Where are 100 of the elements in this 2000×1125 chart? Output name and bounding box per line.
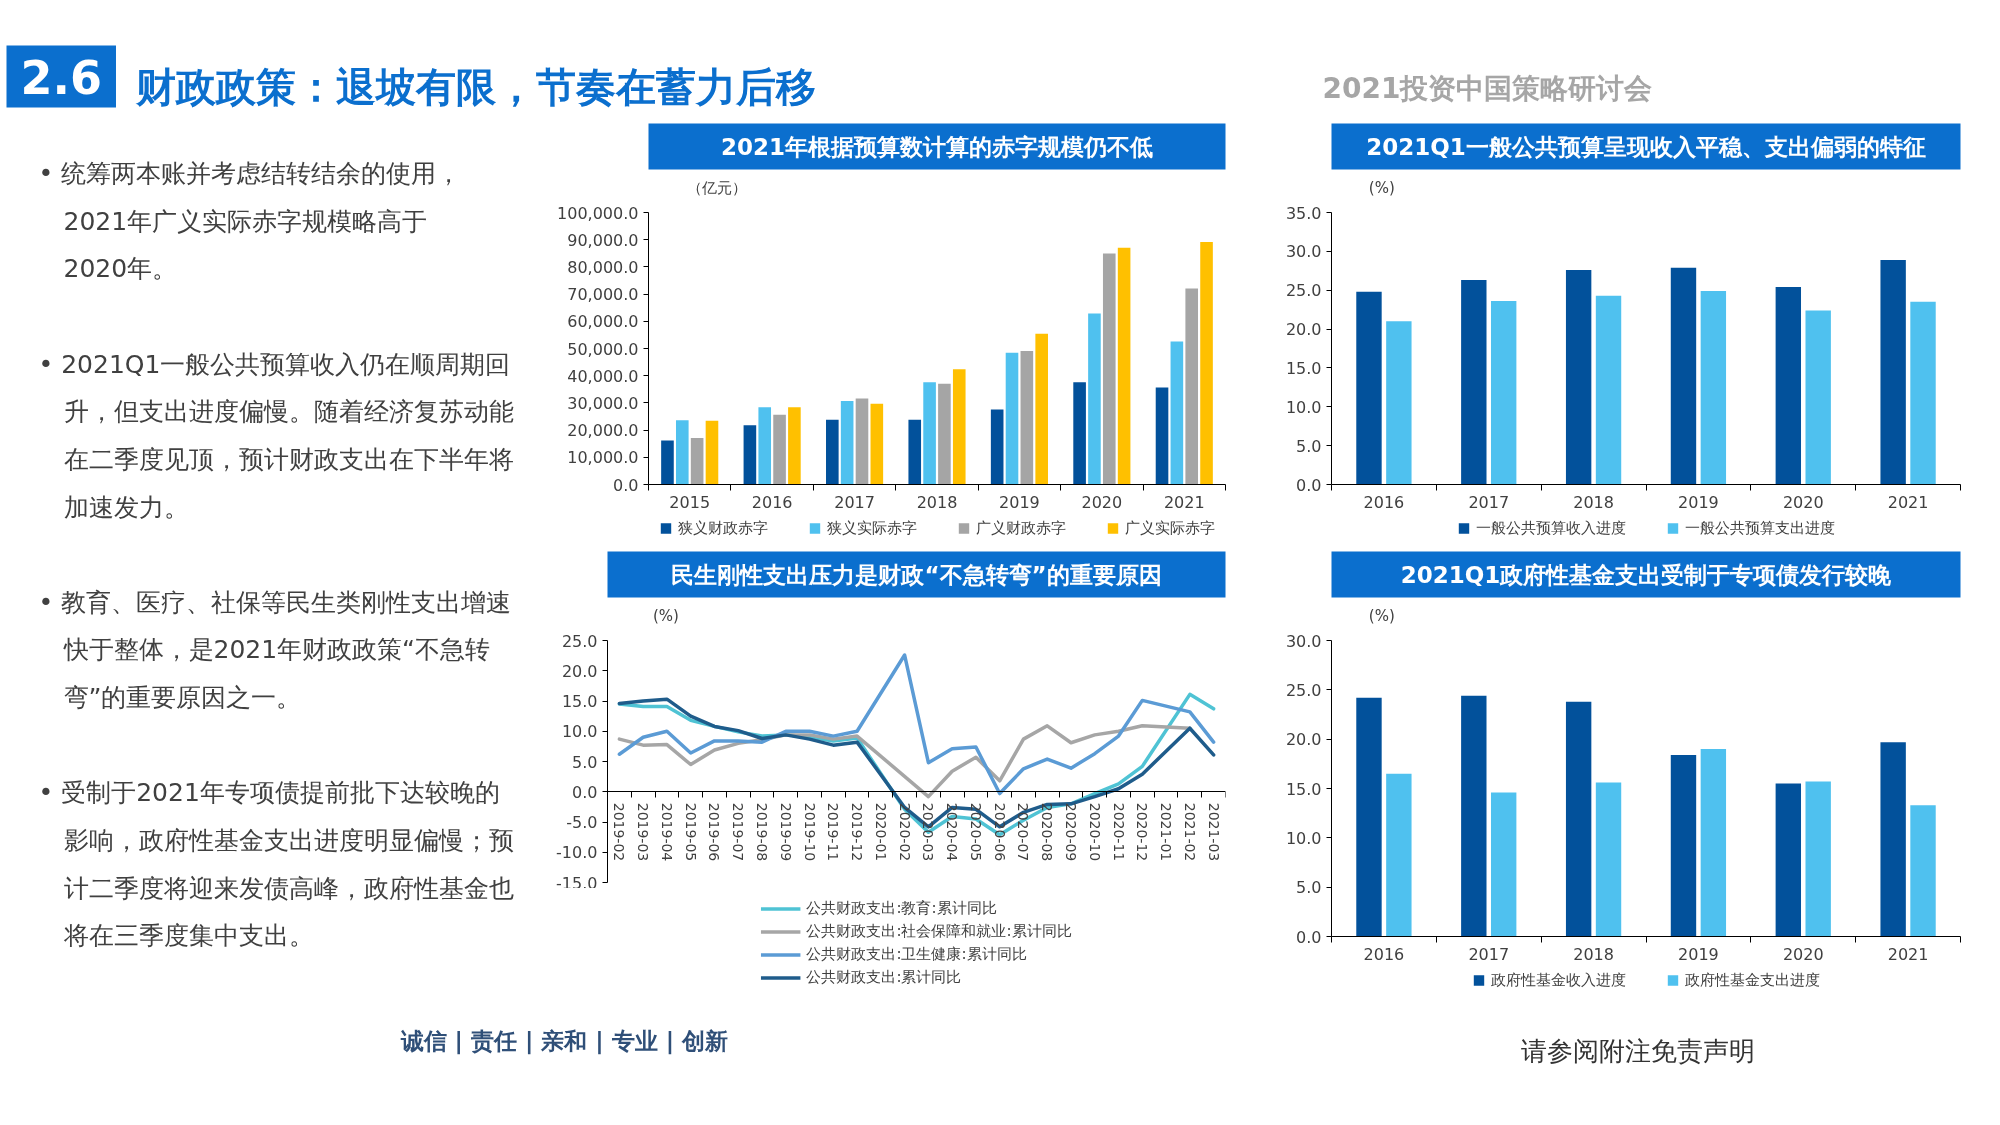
x-tick-label: 2021 [1163, 492, 1205, 512]
x-tick-label: 2018 [1573, 492, 1614, 512]
bar [758, 407, 772, 485]
y-axis-title: (%) [653, 606, 679, 625]
y-tick-label: 5.0 [1296, 436, 1322, 456]
bar [773, 414, 786, 485]
text: 请参阅附注免责声明 [1520, 1035, 1755, 1066]
x-tick-label: 2018 [1573, 944, 1614, 964]
x-tick-label: 2020-09 [1063, 802, 1079, 862]
legend-label: 公共财政支出:社会保障和就业:累计同比 [806, 922, 1072, 941]
y-tick-label: 50,000.0 [567, 339, 639, 359]
bar [855, 398, 869, 485]
bar [1461, 280, 1487, 485]
bar [690, 437, 704, 485]
y-tick-label: 10,000.0 [567, 448, 639, 468]
y-tick-label: 30.0 [1285, 631, 1322, 651]
x-tick-label: 2016 [1363, 944, 1405, 964]
text: 诚信 | 责任 | 亲和 | 专业 | 创新 [399, 1027, 729, 1055]
y-tick-label: 25.0 [1285, 281, 1322, 301]
y-tick-label: 30,000.0 [567, 393, 639, 413]
y-axis-title: (%) [1368, 178, 1395, 197]
y-tick-label: 60,000.0 [567, 312, 639, 332]
y-tick-label: 5.0 [572, 752, 598, 772]
legend-label: 公共财政支出:卫生健康:累计同比 [806, 945, 1027, 964]
y-tick-label: 20.0 [561, 661, 598, 681]
bar [1102, 253, 1116, 485]
y-tick-label: 100,000.0 [557, 203, 639, 223]
legend-label: 一般公共预算收入进度 [1475, 518, 1626, 538]
x-tick-label: 2019-04 [658, 802, 675, 862]
x-tick-label: 2017 [834, 492, 875, 512]
y-tick-label: 0.0 [1296, 475, 1322, 495]
bar [1595, 782, 1622, 937]
bar [1775, 287, 1802, 485]
y-tick-label: 15.0 [1285, 358, 1322, 378]
y-tick-label: 35.0 [1285, 203, 1322, 223]
bar [1073, 382, 1086, 485]
y-tick-label: 70,000.0 [567, 285, 639, 305]
x-tick-label: 2020-07 [1015, 802, 1032, 862]
bar [1035, 333, 1048, 485]
x-tick-label: 2020-11 [1110, 802, 1127, 862]
y-tick-label: 25.0 [561, 631, 598, 651]
legend-label: 广义财政赤字 [975, 518, 1066, 538]
bar [990, 409, 1004, 485]
legend-label: 一般公共预算支出进度 [1684, 518, 1835, 538]
legend-label: 广义实际赤字 [1124, 518, 1215, 538]
x-tick-label: 2020-10 [1086, 802, 1103, 862]
bar [1356, 291, 1382, 485]
bar [1020, 350, 1034, 485]
y-axis-title: (%) [1368, 606, 1395, 625]
x-tick-label: 2021-02 [1181, 802, 1198, 862]
bar [840, 401, 854, 485]
x-tick-label: 2019-02 [611, 802, 628, 862]
bar [788, 407, 801, 485]
x-tick-label: 2020-01 [872, 802, 889, 862]
x-tick-label: 2020-04 [944, 802, 961, 862]
bar [1910, 301, 1936, 485]
bar [1565, 270, 1592, 485]
bar [1490, 301, 1517, 485]
legend-label: 政府性基金支出进度 [1684, 970, 1820, 990]
y-tick-label: 10.0 [1285, 397, 1322, 417]
bar [1490, 792, 1517, 937]
x-tick-label: 2021-03 [1205, 802, 1222, 862]
bar [870, 403, 884, 485]
text: • 教育、医疗、社保等民生类刚性支出增速快于整体，是2021年财政政策“不急转弯”的重要原因之一。 [38, 587, 512, 713]
x-tick-label: 2016 [1363, 492, 1405, 512]
y-tick-label: 40,000.0 [567, 366, 639, 386]
bar [826, 419, 839, 485]
x-tick-label: 2019-12 [849, 802, 866, 862]
y-tick-label: -15.0 [556, 873, 598, 893]
bar [1088, 313, 1101, 485]
y-tick-label: 20,000.0 [567, 421, 639, 441]
bar [705, 420, 719, 485]
bar [1670, 754, 1697, 937]
legend-label: 公共财政支出:累计同比 [806, 968, 962, 987]
x-tick-label: 2020-05 [967, 802, 984, 862]
y-tick-label: 80,000.0 [567, 257, 639, 277]
x-tick-label: 2021-01 [1158, 802, 1175, 862]
y-tick-label: 0.0 [613, 475, 639, 495]
text: 2021投资中国策略研讨会 [1322, 72, 1653, 105]
chart-title: 2021Q1一般公共预算呈现收入平稳、支出偏弱的特征 [1366, 133, 1926, 160]
x-tick-label: 2019-09 [777, 802, 794, 862]
bar [1670, 267, 1697, 485]
y-axis-title: （亿元） [687, 178, 748, 197]
y-tick-label: 15.0 [1285, 779, 1322, 799]
y-tick-label: -5.0 [566, 813, 598, 832]
bar [1700, 749, 1727, 937]
legend-label: 狭义财政赤字 [677, 518, 768, 538]
bar [675, 420, 689, 485]
legend-label: 政府性基金收入进度 [1490, 970, 1626, 990]
bar [938, 383, 951, 485]
x-tick-label: 2019-07 [730, 802, 747, 862]
text: 财政政策：退坡有限，节奏在蓄力后移 [134, 63, 816, 110]
x-tick-label: 2019-10 [801, 802, 818, 862]
x-tick-label: 2020 [1081, 492, 1123, 512]
y-tick-label: 0.0 [1296, 927, 1322, 947]
x-tick-label: 2019 [1678, 944, 1719, 964]
y-tick-label: -10.0 [556, 843, 598, 863]
y-tick-label: 15.0 [561, 692, 598, 711]
bar [1200, 241, 1213, 485]
line-series [617, 653, 1216, 796]
